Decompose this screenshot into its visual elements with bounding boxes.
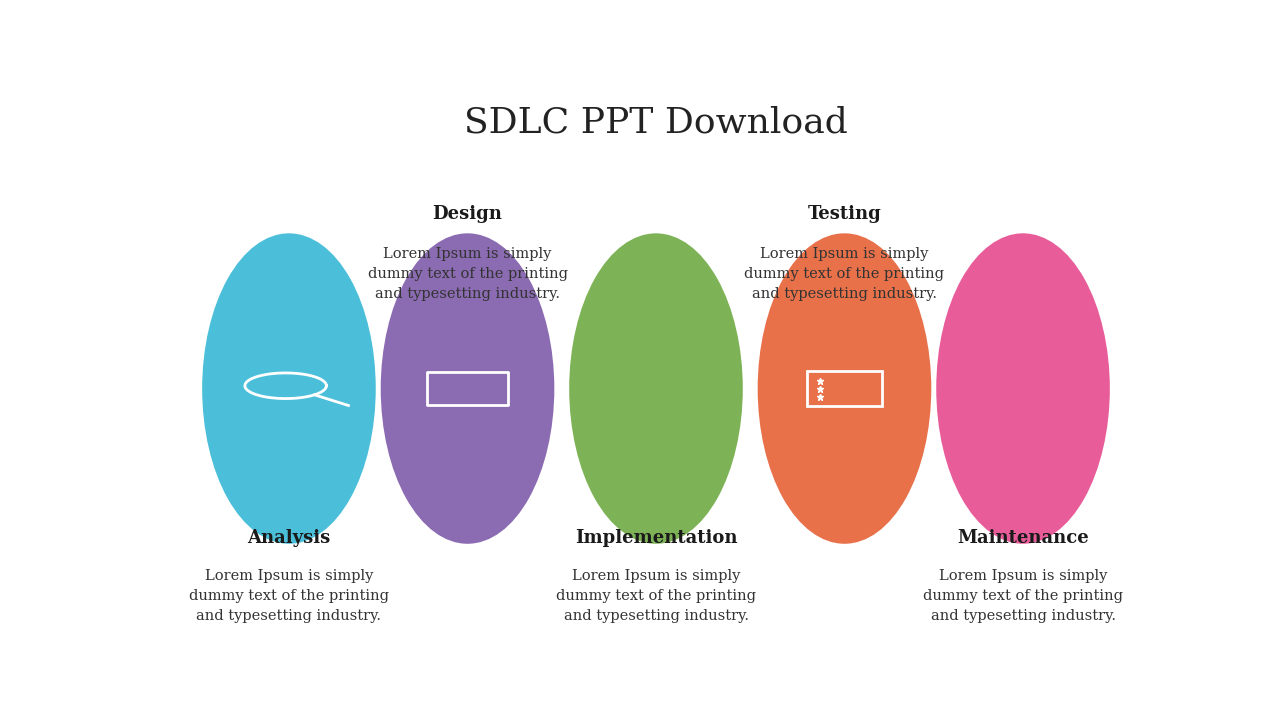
Text: Lorem Ipsum is simply
dummy text of the printing
and typesetting industry.: Lorem Ipsum is simply dummy text of the … xyxy=(923,569,1123,623)
Ellipse shape xyxy=(570,233,742,544)
Text: Design: Design xyxy=(433,205,503,223)
Ellipse shape xyxy=(758,233,932,544)
Ellipse shape xyxy=(380,233,554,544)
Text: Lorem Ipsum is simply
dummy text of the printing
and typesetting industry.: Lorem Ipsum is simply dummy text of the … xyxy=(189,569,389,623)
Text: Lorem Ipsum is simply
dummy text of the printing
and typesetting industry.: Lorem Ipsum is simply dummy text of the … xyxy=(367,247,567,301)
Bar xyxy=(426,372,508,405)
Text: SDLC PPT Download: SDLC PPT Download xyxy=(465,105,847,140)
Ellipse shape xyxy=(202,233,376,544)
Ellipse shape xyxy=(936,233,1110,544)
Text: Implementation: Implementation xyxy=(575,529,737,547)
Text: Maintenance: Maintenance xyxy=(957,529,1089,547)
Text: Testing: Testing xyxy=(808,205,882,223)
Bar xyxy=(808,371,882,406)
Text: Analysis: Analysis xyxy=(247,529,330,547)
Text: Lorem Ipsum is simply
dummy text of the printing
and typesetting industry.: Lorem Ipsum is simply dummy text of the … xyxy=(556,569,756,623)
Text: Lorem Ipsum is simply
dummy text of the printing
and typesetting industry.: Lorem Ipsum is simply dummy text of the … xyxy=(745,247,945,301)
